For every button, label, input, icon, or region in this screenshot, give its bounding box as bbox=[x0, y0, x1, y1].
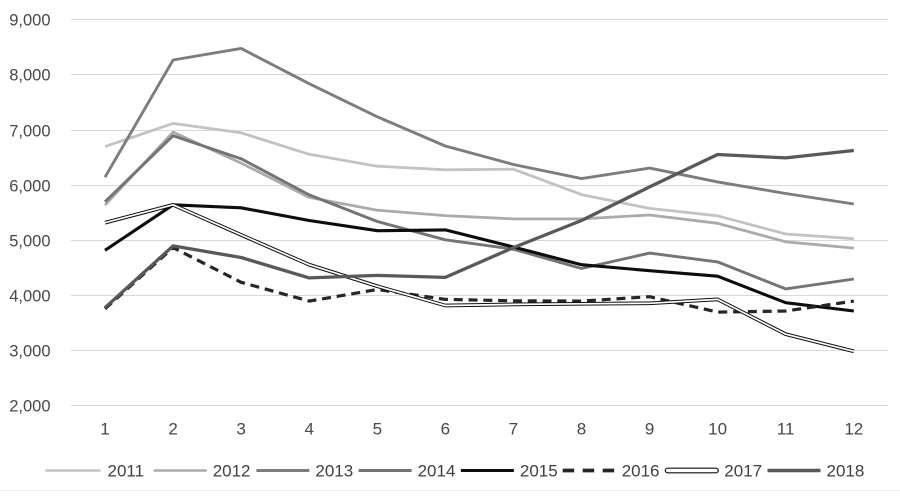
svg-text:5,000: 5,000 bbox=[9, 232, 50, 250]
svg-text:2013: 2013 bbox=[315, 462, 353, 481]
svg-text:4,000: 4,000 bbox=[9, 287, 50, 305]
svg-text:2015: 2015 bbox=[520, 462, 558, 481]
svg-text:11: 11 bbox=[777, 420, 795, 439]
svg-text:7: 7 bbox=[509, 420, 518, 439]
svg-text:2,000: 2,000 bbox=[9, 397, 50, 415]
svg-text:6,000: 6,000 bbox=[9, 177, 50, 195]
svg-text:1: 1 bbox=[100, 420, 109, 439]
svg-text:12: 12 bbox=[844, 420, 863, 439]
svg-text:2012: 2012 bbox=[213, 462, 251, 481]
svg-text:6: 6 bbox=[441, 420, 450, 439]
svg-text:5: 5 bbox=[373, 420, 382, 439]
svg-text:2: 2 bbox=[168, 420, 177, 439]
svg-text:9,000: 9,000 bbox=[9, 11, 50, 29]
svg-text:3,000: 3,000 bbox=[9, 342, 50, 360]
svg-text:2018: 2018 bbox=[827, 462, 865, 481]
svg-text:4: 4 bbox=[304, 420, 313, 439]
svg-text:2011: 2011 bbox=[108, 462, 145, 481]
svg-text:8: 8 bbox=[577, 420, 586, 439]
svg-text:3: 3 bbox=[236, 420, 245, 439]
svg-text:9: 9 bbox=[645, 420, 654, 439]
svg-text:7,000: 7,000 bbox=[9, 122, 50, 140]
svg-text:2014: 2014 bbox=[418, 462, 456, 481]
svg-text:2016: 2016 bbox=[622, 462, 660, 481]
svg-text:10: 10 bbox=[708, 420, 727, 439]
svg-text:2017: 2017 bbox=[724, 462, 762, 481]
svg-text:8,000: 8,000 bbox=[9, 66, 50, 84]
